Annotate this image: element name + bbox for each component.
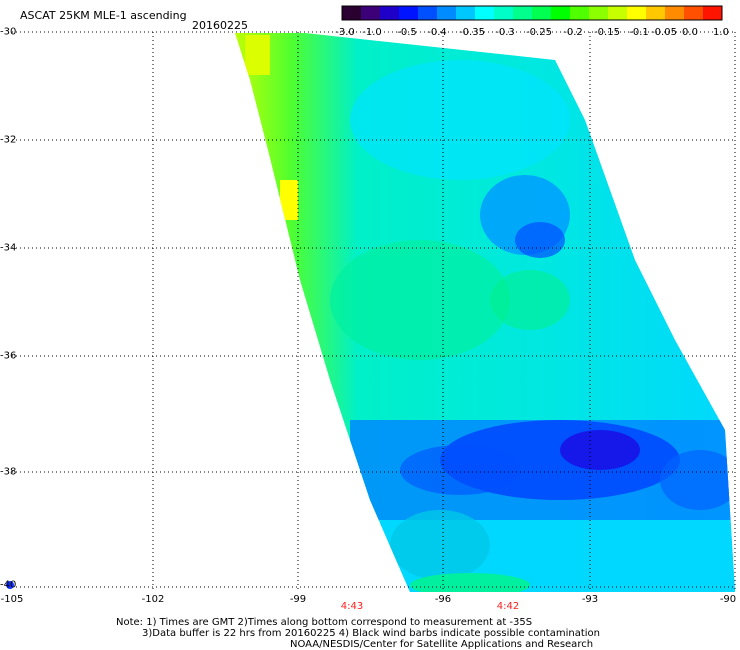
colorbar-tick-label: 0.0 xyxy=(682,27,698,38)
colorbar-swatch xyxy=(437,6,457,20)
lat-label: -32 xyxy=(0,134,17,146)
lon-label: -105 xyxy=(0,594,24,605)
footnote-line-2: 3)Data buffer is 22 hrs from 20160225 4)… xyxy=(142,628,600,639)
colorbar-tick-label: -0.5 xyxy=(397,27,417,38)
lat-label: -30 xyxy=(0,26,17,38)
colorbar-swatch xyxy=(456,6,476,20)
colorbar-swatch xyxy=(646,6,666,20)
map-title: ASCAT 25KM MLE-1 ascending xyxy=(20,9,187,22)
colorbar-tick-label: -0.3 xyxy=(495,27,515,38)
colorbar xyxy=(341,5,723,21)
colorbar-swatch xyxy=(665,6,685,20)
colorbar-swatch xyxy=(513,6,533,20)
footnote-line-1: Note: 1) Times are GMT 2)Times along bot… xyxy=(116,617,533,628)
colorbar-tick-label: 1.0 xyxy=(713,27,729,38)
colorbar-swatch xyxy=(703,6,723,20)
lon-label: -102 xyxy=(141,594,165,605)
colorbar-swatch xyxy=(551,6,571,20)
colorbar-swatch xyxy=(418,6,438,20)
colorbar-swatch xyxy=(361,6,381,20)
colorbar-tick-label: -0.25 xyxy=(526,27,552,38)
time-label: 4:43 xyxy=(340,601,364,612)
graticule xyxy=(8,31,736,590)
colorbar-tick-label: -3.0 xyxy=(335,27,355,38)
colorbar-swatch xyxy=(494,6,514,20)
colorbar-tick-label: -0.05 xyxy=(651,27,677,38)
colorbar-swatch xyxy=(399,6,419,20)
lon-label: -96 xyxy=(434,594,452,605)
colorbar-swatch xyxy=(475,6,495,20)
footnote-line-3: NOAA/NESDIS/Center for Satellite Applica… xyxy=(290,639,594,650)
colorbar-swatch xyxy=(627,6,647,20)
lon-label: -99 xyxy=(289,594,307,605)
map-date: 20160225 xyxy=(192,19,248,32)
colorbar-swatch xyxy=(684,6,704,20)
lat-label: -34 xyxy=(0,242,17,254)
colorbar-border xyxy=(341,5,723,21)
colorbar-swatch xyxy=(342,6,362,20)
lat-label: -40 xyxy=(0,579,17,591)
swath-data xyxy=(235,33,735,592)
colorbar-swatch xyxy=(532,6,552,20)
colorbar-tick-label: -0.15 xyxy=(594,27,620,38)
lon-label: -93 xyxy=(581,594,599,605)
colorbar-swatch xyxy=(380,6,400,20)
colorbar-tick-label: -0.4 xyxy=(427,27,447,38)
colorbar-tick-label: -0.35 xyxy=(459,27,485,38)
colorbar-swatch xyxy=(570,6,590,20)
colorbar-swatch xyxy=(608,6,628,20)
lat-label: -36 xyxy=(0,350,17,362)
colorbar-swatch xyxy=(589,6,609,20)
colorbar-tick-label: -0.1 xyxy=(629,27,649,38)
lon-label: -90 xyxy=(719,594,737,605)
colorbar-tick-label: -1.0 xyxy=(362,27,382,38)
point-marker xyxy=(6,581,14,589)
colorbar-tick-label: -0.2 xyxy=(563,27,583,38)
time-label: 4:42 xyxy=(496,601,520,612)
lat-label: -38 xyxy=(0,466,17,478)
